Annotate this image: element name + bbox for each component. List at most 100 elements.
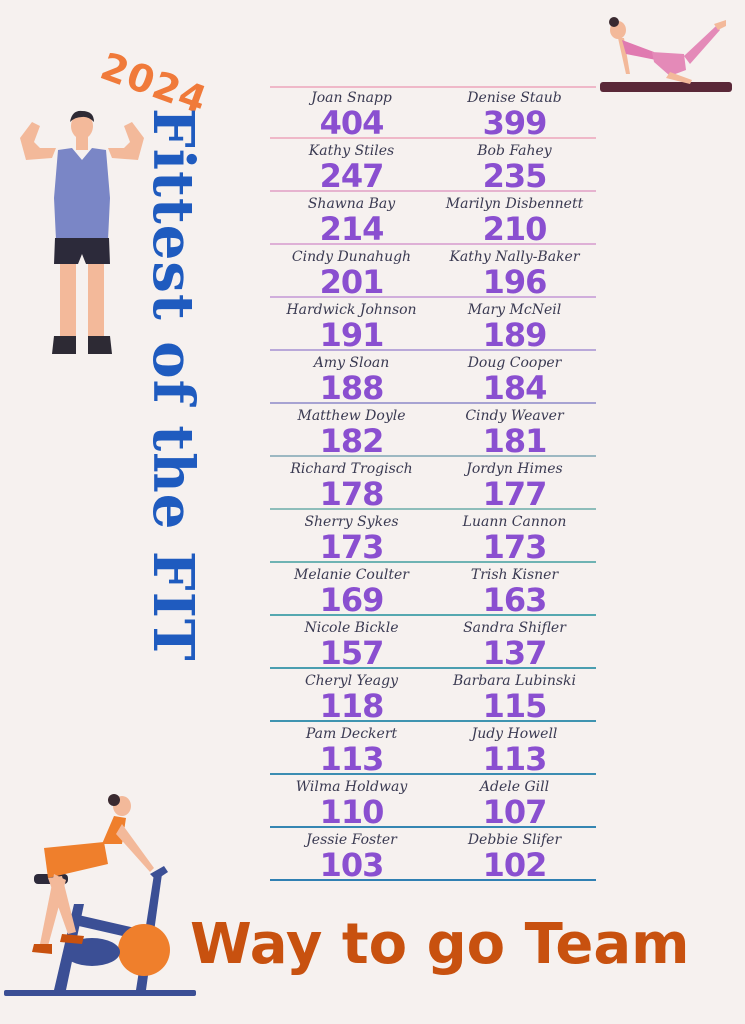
participant-name: Richard Trogisch bbox=[290, 461, 413, 477]
participant-score: 163 bbox=[482, 581, 548, 619]
participant-entry: Jessie Foster 103 bbox=[270, 832, 433, 882]
participant-entry: Judy Howell 113 bbox=[433, 726, 596, 776]
stationary-bike-woman-icon bbox=[4, 794, 196, 996]
participant-name: Melanie Coulter bbox=[294, 567, 409, 583]
participant-name: Kathy Stiles bbox=[308, 143, 395, 159]
participant-entry: Bob Fahey 235 bbox=[433, 143, 596, 193]
participant-score: 177 bbox=[482, 475, 548, 513]
participant-name: Jordyn Himes bbox=[466, 461, 563, 477]
participant-entry: Jordyn Himes 177 bbox=[433, 461, 596, 511]
participant-entry: Barbara Lubinski 115 bbox=[433, 673, 596, 723]
participant-score: 188 bbox=[319, 369, 385, 407]
participant-score: 115 bbox=[482, 687, 548, 725]
participant-score: 169 bbox=[319, 581, 385, 619]
participant-score: 173 bbox=[482, 528, 548, 566]
participant-name: Marilyn Disbennett bbox=[445, 196, 584, 212]
participant-name: Sandra Shifler bbox=[463, 620, 566, 636]
participant-score: 173 bbox=[319, 528, 385, 566]
leaderboard-row: Wilma Holdway 110 Adele Gill 107 bbox=[270, 775, 596, 829]
participant-entry: Nicole Bickle 157 bbox=[270, 620, 433, 670]
participant-entry: Pam Deckert 113 bbox=[270, 726, 433, 776]
participant-score: 157 bbox=[319, 634, 385, 672]
participant-entry: Kathy Stiles 247 bbox=[270, 143, 433, 193]
participant-score: 184 bbox=[482, 369, 548, 407]
participant-name: Shawna Bay bbox=[307, 196, 396, 212]
participant-entry: Hardwick Johnson 191 bbox=[270, 302, 433, 352]
participant-entry: Melanie Coulter 169 bbox=[270, 567, 433, 617]
participant-name: Amy Sloan bbox=[313, 355, 390, 371]
participant-name: Trish Kisner bbox=[470, 567, 559, 583]
participant-score: 201 bbox=[319, 263, 385, 301]
participant-score: 235 bbox=[482, 157, 548, 195]
participant-entry: Debbie Slifer 102 bbox=[433, 832, 596, 882]
participant-score: 399 bbox=[482, 104, 548, 142]
participant-name: Mary McNeil bbox=[467, 302, 562, 318]
participant-name: Cheryl Yeagy bbox=[304, 673, 399, 689]
leaderboard-row: Hardwick Johnson 191 Mary McNeil 189 bbox=[270, 298, 596, 352]
page-title: Fittest of the FIT bbox=[140, 108, 206, 662]
participant-score: 214 bbox=[319, 210, 385, 248]
footer-cheer: Way to go Team bbox=[190, 912, 690, 977]
participant-entry: Richard Trogisch 178 bbox=[270, 461, 433, 511]
participant-entry: Adele Gill 107 bbox=[433, 779, 596, 829]
leaderboard-row: Jessie Foster 103 Debbie Slifer 102 bbox=[270, 828, 596, 882]
participant-score: 196 bbox=[482, 263, 548, 301]
participant-name: Hardwick Johnson bbox=[286, 302, 417, 318]
leaderboard-row: Joan Snapp 404 Denise Staub 399 bbox=[270, 86, 596, 140]
participant-name: Pam Deckert bbox=[305, 726, 398, 742]
participant-score: 404 bbox=[319, 104, 385, 142]
participant-score: 210 bbox=[482, 210, 548, 248]
participant-score: 178 bbox=[319, 475, 385, 513]
participant-name: Kathy Nally-Baker bbox=[449, 249, 580, 265]
leaderboard-row: Cindy Dunahugh 201 Kathy Nally-Baker 196 bbox=[270, 245, 596, 299]
leaderboard-row: Kathy Stiles 247 Bob Fahey 235 bbox=[270, 139, 596, 193]
participant-score: 113 bbox=[319, 740, 385, 778]
participant-entry: Sandra Shifler 137 bbox=[433, 620, 596, 670]
participant-entry: Cindy Dunahugh 201 bbox=[270, 249, 433, 299]
participant-entry: Trish Kisner 163 bbox=[433, 567, 596, 617]
participant-name: Cindy Dunahugh bbox=[291, 249, 412, 265]
participant-score: 181 bbox=[482, 422, 548, 460]
participant-name: Denise Staub bbox=[467, 90, 562, 106]
participant-name: Sherry Sykes bbox=[304, 514, 399, 530]
participant-entry: Marilyn Disbennett 210 bbox=[433, 196, 596, 246]
participant-score: 191 bbox=[319, 316, 385, 354]
participant-entry: Kathy Nally-Baker 196 bbox=[433, 249, 596, 299]
participant-name: Luann Cannon bbox=[462, 514, 567, 530]
participant-name: Adele Gill bbox=[479, 779, 550, 795]
participant-score: 247 bbox=[319, 157, 385, 195]
participant-name: Wilma Holdway bbox=[295, 779, 408, 795]
participant-score: 182 bbox=[319, 422, 385, 460]
participant-score: 103 bbox=[319, 846, 385, 884]
participant-score: 107 bbox=[482, 793, 548, 831]
participant-entry: Cindy Weaver 181 bbox=[433, 408, 596, 458]
participant-entry: Matthew Doyle 182 bbox=[270, 408, 433, 458]
leaderboard-row: Matthew Doyle 182 Cindy Weaver 181 bbox=[270, 404, 596, 458]
participant-name: Joan Snapp bbox=[311, 90, 392, 106]
yoga-woman-icon bbox=[600, 17, 732, 92]
leaderboard-row: Pam Deckert 113 Judy Howell 113 bbox=[270, 722, 596, 776]
participant-entry: Joan Snapp 404 bbox=[270, 90, 433, 140]
leaderboard-row: Richard Trogisch 178 Jordyn Himes 177 bbox=[270, 457, 596, 511]
participant-name: Nicole Bickle bbox=[304, 620, 399, 636]
participant-entry: Denise Staub 399 bbox=[433, 90, 596, 140]
leaderboard-row: Shawna Bay 214 Marilyn Disbennett 210 bbox=[270, 192, 596, 246]
participant-score: 189 bbox=[482, 316, 548, 354]
participant-entry: Mary McNeil 189 bbox=[433, 302, 596, 352]
participant-entry: Amy Sloan 188 bbox=[270, 355, 433, 405]
leaderboard-row: Nicole Bickle 157 Sandra Shifler 137 bbox=[270, 616, 596, 670]
participant-name: Doug Cooper bbox=[467, 355, 562, 371]
leaderboard-row: Cheryl Yeagy 118 Barbara Lubinski 115 bbox=[270, 669, 596, 723]
participant-name: Matthew Doyle bbox=[297, 408, 406, 424]
participant-entry: Doug Cooper 184 bbox=[433, 355, 596, 405]
participant-entry: Shawna Bay 214 bbox=[270, 196, 433, 246]
participant-name: Bob Fahey bbox=[477, 143, 552, 159]
leaderboard-row: Sherry Sykes 173 Luann Cannon 173 bbox=[270, 510, 596, 566]
leaderboard: Joan Snapp 404 Denise Staub 399 Kathy Stiles… bbox=[270, 86, 596, 882]
participant-entry: Wilma Holdway 110 bbox=[270, 779, 433, 829]
participant-score: 137 bbox=[482, 634, 548, 672]
participant-name: Barbara Lubinski bbox=[452, 673, 577, 689]
leaderboard-row: Melanie Coulter 169 Trish Kisner 163 bbox=[270, 563, 596, 617]
flexing-man-icon bbox=[20, 110, 144, 354]
participant-score: 110 bbox=[319, 793, 385, 831]
